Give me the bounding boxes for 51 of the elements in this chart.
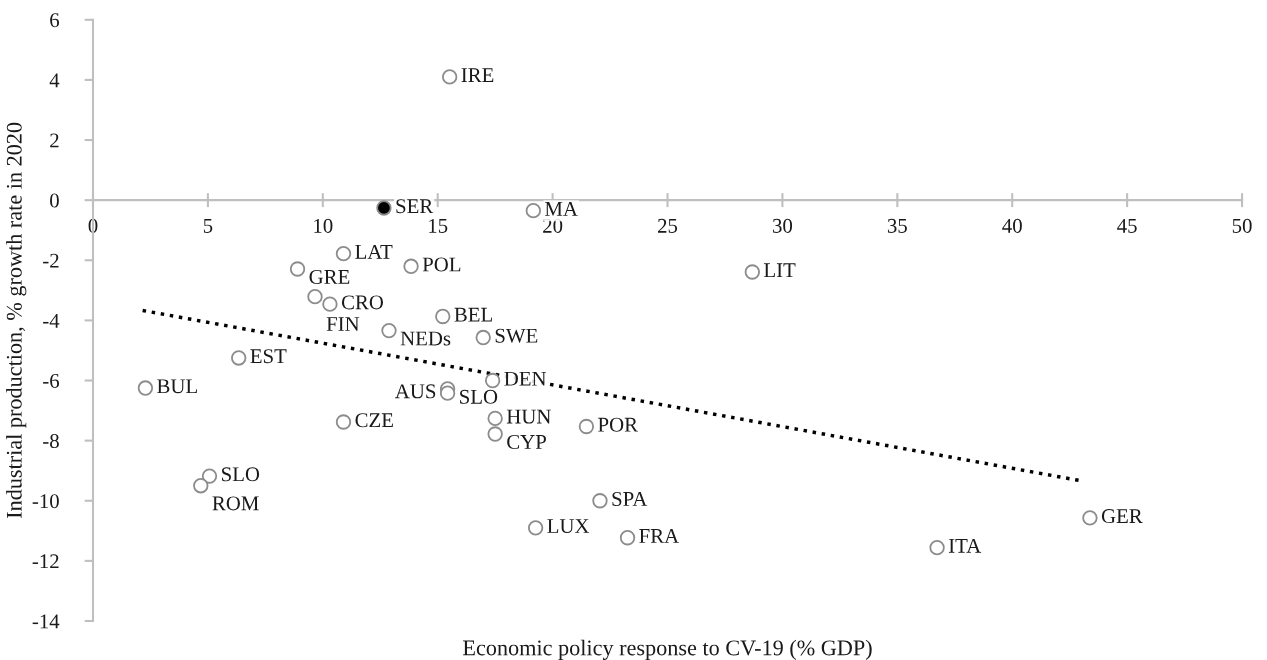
x-tick-label: 5	[203, 219, 213, 233]
annotation: GER	[1101, 509, 1143, 524]
y-tick-label: -12	[32, 554, 59, 569]
annotation: SLO	[222, 467, 260, 482]
annotation: IRE	[461, 68, 494, 82]
annotation: CYP	[507, 434, 546, 449]
x-tick-label: 40	[1002, 218, 1022, 233]
annotation: CRO	[341, 295, 384, 310]
x-tick-label: 20	[543, 218, 563, 233]
annotation: BUL	[157, 379, 197, 394]
x-tick-label: 50	[1232, 218, 1252, 233]
x-tick-label: 15	[429, 218, 448, 233]
annotation: ROM	[212, 496, 259, 511]
annotation: AUS	[395, 384, 436, 399]
annotation: FRA	[639, 528, 680, 543]
annotation: ITA	[948, 538, 982, 553]
x-tick-label: 35	[887, 218, 907, 233]
y-axis-title: Industrial production, % growth rate in 2020	[6, 122, 27, 519]
annotation: SLO	[460, 389, 498, 404]
annotation: LIT	[764, 263, 796, 278]
annotation: SPA	[612, 491, 648, 506]
annotation: SWE	[495, 328, 538, 343]
y-tick-label: 0	[50, 193, 59, 208]
annotation: POL	[422, 257, 461, 272]
y-tick-label: 6	[50, 13, 60, 28]
annotation: LUX	[547, 519, 590, 534]
x-tick-label: 25	[658, 218, 678, 233]
annotation: MA	[545, 201, 578, 216]
annotation: HUN	[506, 409, 551, 424]
annotation: DEN	[504, 371, 547, 386]
annotation: GRE	[309, 269, 350, 284]
annotation: NEDs	[400, 331, 451, 346]
annotation: LAT	[355, 244, 393, 259]
x-tick-label: 10	[314, 218, 333, 233]
y-tick-label: -2	[43, 253, 59, 268]
y-tick-label: -6	[43, 373, 60, 388]
annotation: FIN	[326, 317, 360, 331]
y-tick-label: -14	[32, 614, 60, 629]
annotation: SER	[396, 199, 434, 214]
y-tick-label: -8	[43, 434, 59, 449]
y-tick-label: 4	[49, 73, 60, 88]
x-tick-label: 45	[1117, 218, 1137, 233]
x-axis-title: Economic policy response to CV-19 (% GDP)	[463, 639, 872, 660]
annotation: EST	[250, 349, 287, 364]
y-tick-label: 2	[50, 133, 59, 148]
x-tick-label: 30	[773, 218, 793, 233]
y-tick-label: -4	[43, 313, 60, 328]
annotation: BEL	[454, 307, 492, 322]
y-tick-label: -10	[32, 494, 59, 509]
annotation: POR	[598, 417, 638, 432]
annotation: CZE	[355, 413, 393, 428]
